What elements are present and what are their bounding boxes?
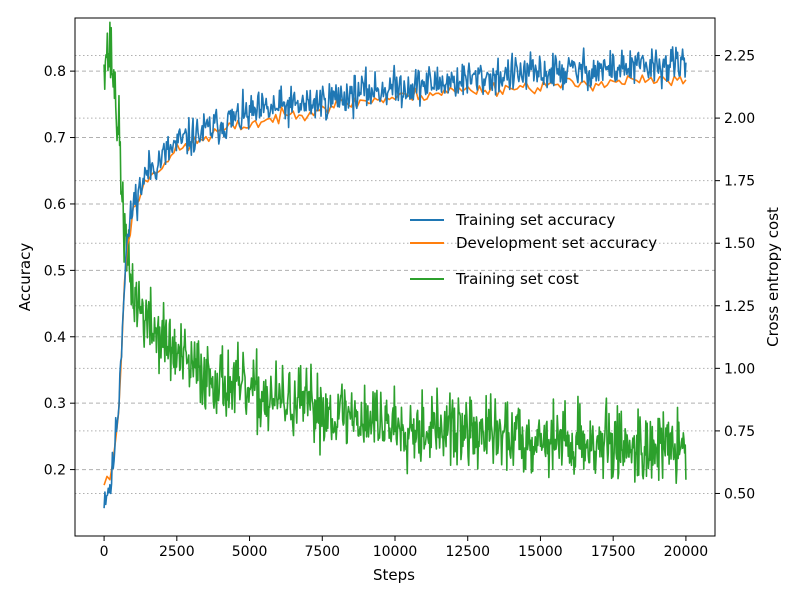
x-tick-label: 7500 [304,544,340,560]
y-left-tick-label: 0.5 [44,263,66,279]
y-axis-right: 0.50 0.75 1.00 1.25 1.50 1.75 2.00 2.25 [715,49,755,502]
y-right-tick-label: 1.50 [724,236,755,252]
x-axis-label: Steps [373,566,415,584]
x-tick-label: 5000 [232,544,268,560]
y-left-tick-label: 0.7 [44,131,66,147]
x-tick-label: 2500 [159,544,195,560]
y-right-tick-label: 0.50 [724,486,755,502]
y-left-tick-label: 0.8 [44,64,66,80]
x-axis: 0 2500 5000 7500 10000 12500 15000 17500 20000 [100,536,709,560]
x-tick-label: 0 [100,544,109,560]
series-training-cost [103,21,687,485]
y-right-tick-label: 1.75 [724,174,755,190]
legend-label-training-accuracy: Training set accuracy [455,211,615,229]
y-right-tick-label: 2.00 [724,111,755,127]
series-training-accuracy [103,46,687,509]
y-left-tick-label: 0.4 [44,330,66,346]
x-tick-label: 12500 [445,544,490,560]
y-left-tick-label: 0.6 [44,197,66,213]
x-tick-label: 10000 [373,544,418,560]
y-left-tick-label: 0.3 [44,396,66,412]
y-right-tick-label: 2.25 [724,49,755,65]
legend-label-development-accuracy: Development set accuracy [456,234,657,252]
x-tick-label: 15000 [518,544,563,560]
y-right-tick-label: 1.25 [724,299,755,315]
x-tick-label: 17500 [591,544,636,560]
series-layer [103,21,687,509]
y-right-tick-label: 0.75 [724,424,755,440]
y-right-tick-label: 1.00 [724,361,755,377]
y-axis-right-label: Cross entropy cost [764,207,782,347]
legend: Training set accuracy Development set ac… [410,211,657,288]
y-left-tick-label: 0.2 [44,463,66,479]
legend-label-training-cost: Training set cost [455,270,579,288]
x-tick-label: 20000 [664,544,709,560]
y-axis-left: 0.2 0.3 0.4 0.5 0.6 0.7 0.8 [44,64,75,479]
y-axis-left-label: Accuracy [16,243,34,312]
